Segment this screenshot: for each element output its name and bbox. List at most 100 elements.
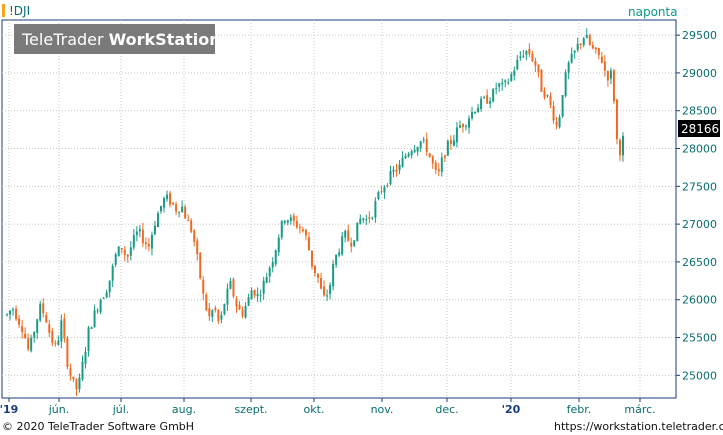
- candle-body: [350, 242, 353, 247]
- candle-body: [202, 279, 205, 294]
- candle-body: [123, 249, 126, 255]
- candle-body: [588, 35, 591, 45]
- candle-body: [63, 318, 66, 339]
- candle-body: [268, 267, 271, 277]
- candle-body: [549, 96, 552, 106]
- y-tick-label: 28000: [682, 143, 717, 156]
- candle-body: [220, 314, 223, 320]
- candle-body: [413, 149, 416, 152]
- candle-body: [516, 59, 519, 70]
- candle-body: [196, 240, 199, 255]
- candle-body: [30, 337, 33, 351]
- candle-body: [513, 70, 516, 76]
- candle-body: [395, 169, 398, 172]
- candle-body: [36, 319, 39, 333]
- candle-body: [552, 106, 555, 121]
- candle-body: [15, 308, 18, 320]
- plot-area: [1, 19, 677, 399]
- candle-body: [208, 308, 211, 317]
- candle-body: [317, 273, 320, 278]
- candle-body: [45, 314, 48, 323]
- candle-body: [464, 125, 467, 127]
- frequency-label[interactable]: naponta: [628, 5, 678, 19]
- watermark-brand: TeleTrader: [21, 30, 104, 49]
- candle-body: [407, 153, 410, 157]
- candle-body: [193, 230, 196, 243]
- candle-body: [320, 278, 323, 289]
- candle-body: [519, 56, 522, 59]
- x-tick-label: '20: [502, 403, 521, 416]
- candle-body: [377, 191, 380, 200]
- x-tick-label: szept.: [234, 403, 267, 416]
- candle-body: [105, 292, 108, 298]
- candle-body: [492, 89, 495, 102]
- candle-body: [440, 157, 443, 172]
- candle-body: [356, 222, 359, 242]
- candle-body: [280, 220, 283, 238]
- candle-body: [431, 156, 434, 164]
- candle-body: [428, 153, 431, 158]
- candle-body: [449, 139, 452, 144]
- candle-body: [507, 82, 510, 84]
- candle-body: [579, 43, 582, 45]
- candle-body: [335, 254, 338, 265]
- candle-body: [504, 80, 507, 83]
- candle-body: [419, 141, 422, 148]
- candle-body: [543, 90, 546, 98]
- grid-lines: [2, 20, 676, 398]
- candle-body: [483, 97, 486, 99]
- candle-body: [99, 299, 102, 313]
- candle-body: [458, 125, 461, 128]
- candle-body: [66, 338, 69, 368]
- candle-body: [84, 351, 87, 364]
- y-tick-label: 29000: [682, 67, 717, 80]
- candle-body: [69, 368, 72, 376]
- candle-body: [87, 327, 90, 351]
- x-tick-label: dec.: [435, 403, 458, 416]
- candle-body: [570, 53, 573, 63]
- candle-body: [42, 303, 45, 314]
- candle-body: [244, 305, 247, 318]
- candle-body: [471, 112, 474, 119]
- candle-body: [259, 295, 262, 297]
- candle-body: [425, 138, 428, 153]
- candle-body: [525, 50, 528, 55]
- candle-body: [510, 74, 513, 81]
- candle-body: [120, 248, 123, 250]
- candle-body: [365, 219, 368, 221]
- candle-body: [214, 308, 217, 311]
- candle-body: [286, 220, 289, 223]
- candle-body: [622, 135, 624, 156]
- candle-body: [48, 324, 51, 333]
- candle-body: [247, 297, 250, 306]
- y-tick-label: 28500: [682, 105, 717, 118]
- x-tick-label: márc.: [624, 403, 655, 416]
- candle-body: [289, 217, 292, 222]
- candle-body: [24, 333, 27, 338]
- candle-body: [156, 213, 159, 227]
- copyright-text: © 2020 TeleTrader Software GmbH: [2, 420, 194, 433]
- candle-body: [353, 240, 356, 246]
- candle-body: [498, 83, 501, 87]
- candle-body: [558, 117, 561, 127]
- candle-body: [190, 220, 193, 232]
- candle-body: [153, 225, 156, 235]
- candle-body: [310, 250, 313, 267]
- candle-body: [184, 207, 187, 219]
- symbol-label: !DJI: [9, 4, 30, 18]
- x-tick-label: nov.: [371, 403, 394, 416]
- candle-body: [307, 237, 310, 251]
- candle-body: [57, 340, 60, 345]
- candle-body: [108, 280, 111, 293]
- y-tick-label: 26500: [682, 256, 717, 269]
- candle-body: [618, 139, 621, 156]
- candle-body: [495, 88, 498, 90]
- source-url[interactable]: https://workstation.teletrader.com: [554, 420, 723, 433]
- candle-body: [253, 289, 256, 296]
- candle-body: [298, 226, 301, 228]
- candle-body: [178, 211, 181, 213]
- candle-body: [501, 82, 504, 85]
- y-tick-label: 27000: [682, 218, 717, 231]
- candle-body: [75, 379, 78, 390]
- candle-body: [141, 229, 144, 244]
